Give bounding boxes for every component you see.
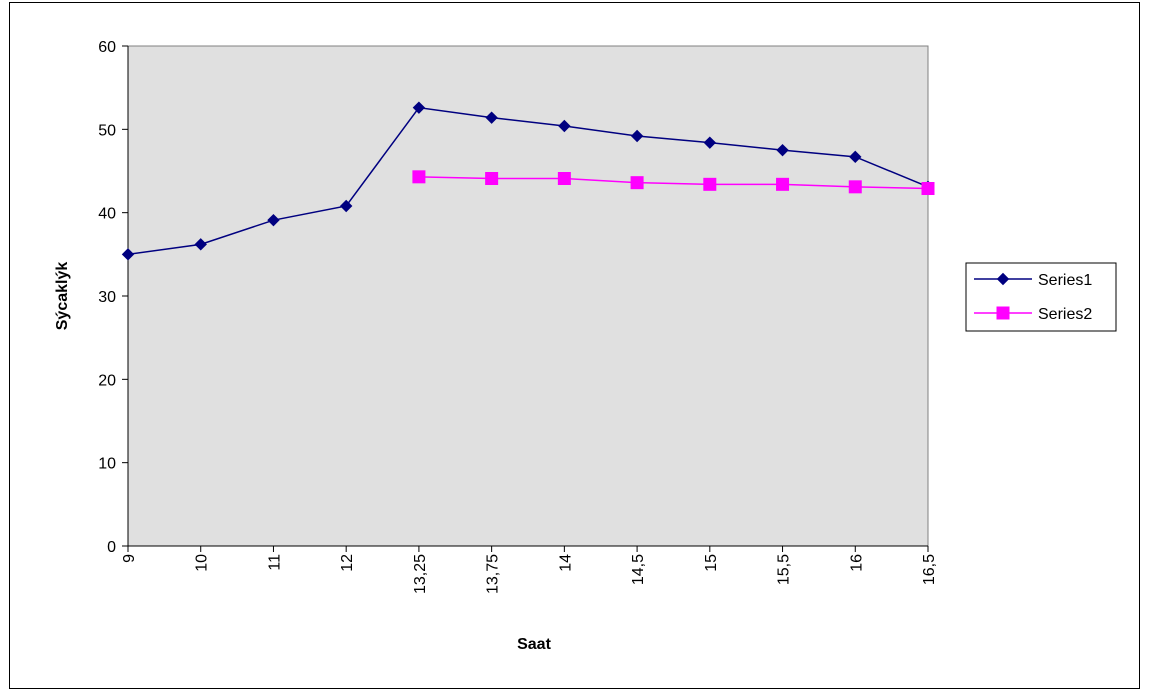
- series-layer: [121, 101, 935, 261]
- series-2-line: [418, 176, 929, 190]
- series-1-point: [776, 143, 789, 157]
- x-tick-label: 12: [339, 554, 356, 572]
- series-2-point: [848, 180, 862, 194]
- legend-swatch-marker: [996, 272, 1010, 286]
- legend-swatch-marker: [996, 306, 1010, 320]
- series-1-point: [849, 150, 862, 164]
- series-1-point: [412, 101, 426, 114]
- y-tick-label: 10: [98, 456, 116, 473]
- series-1-point: [485, 111, 498, 124]
- series-2-point: [776, 177, 790, 191]
- x-tick-label: 14,5: [630, 554, 647, 585]
- x-axis: 9 10 11 12 13,25 13,75 14 14,5 15 15,5 16 16,5: [121, 545, 938, 594]
- legend-label: Series2: [1038, 306, 1092, 323]
- y-tick-label: 50: [98, 122, 116, 139]
- series-1-point: [558, 119, 571, 133]
- series-2: [412, 170, 935, 195]
- x-tick-label: 16: [848, 554, 865, 572]
- y-tick-label: 60: [98, 39, 116, 56]
- x-tick-label: 15: [703, 554, 720, 572]
- plot-area: [127, 45, 929, 547]
- x-tick-label: 13,25: [412, 554, 429, 594]
- x-tick-label: 16,5: [921, 554, 938, 585]
- series-1-point: [339, 199, 353, 213]
- x-axis-title: Saat: [517, 636, 551, 653]
- y-tick-label: 20: [98, 372, 116, 389]
- series-2-point: [703, 177, 717, 191]
- legend-box: [965, 262, 1117, 332]
- x-tick-label: 14: [557, 554, 574, 572]
- series-2-point: [921, 182, 935, 195]
- y-tick-label: 0: [107, 539, 116, 556]
- y-axis-title: Sýcaklýk: [54, 262, 71, 331]
- y-axis: 0 10 20 30 40 50 60: [98, 39, 129, 556]
- series-2-point: [485, 172, 499, 185]
- y-tick-label: 30: [98, 289, 116, 306]
- x-tick-label: 13,75: [485, 554, 502, 594]
- series-2-point: [412, 170, 426, 184]
- legend-label: Series1: [1038, 272, 1092, 289]
- y-tick-label: 40: [98, 206, 116, 223]
- x-tick-label: 10: [194, 554, 211, 572]
- series-1-point: [267, 213, 280, 227]
- x-tick-label: 15,5: [776, 554, 793, 585]
- x-tick-label: 9: [121, 554, 138, 563]
- series-1-point: [121, 248, 135, 261]
- series-1-point: [703, 136, 717, 149]
- series-1-point: [194, 238, 207, 251]
- series-2-point: [557, 172, 571, 185]
- series-1-point: [630, 129, 644, 143]
- series-1-line: [127, 106, 929, 256]
- series-2-point: [630, 176, 644, 190]
- x-tick-label: 11: [266, 554, 283, 571]
- legend: Series1 Series2: [965, 262, 1117, 332]
- series-1: [121, 101, 935, 261]
